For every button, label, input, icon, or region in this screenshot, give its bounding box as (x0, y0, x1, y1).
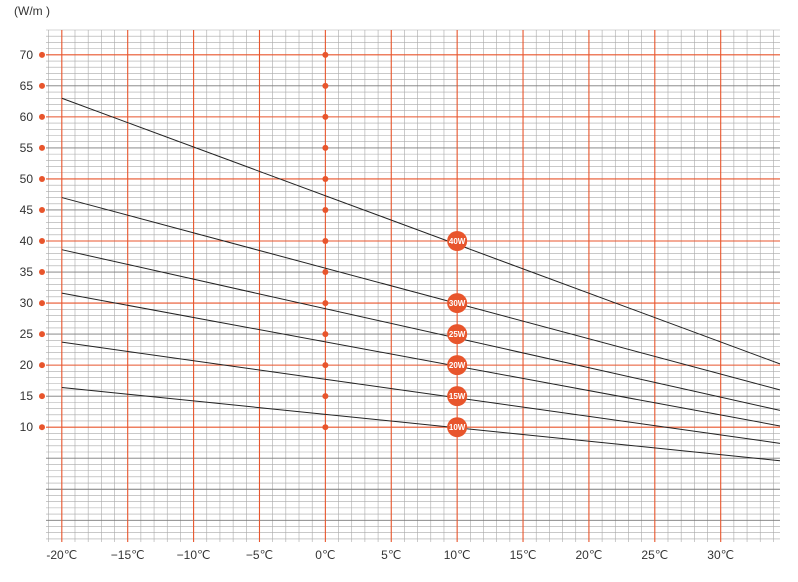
y-axis-marker-dot (39, 393, 45, 400)
series-badge-label: 20W (449, 361, 466, 370)
y-axis-marker-dot (39, 300, 45, 307)
series-badge-label: 40W (449, 237, 466, 246)
y-axis-unit-label: (W/m ) (14, 4, 50, 18)
x-tick-label: 25℃ (641, 548, 668, 562)
x-tick-label: 5℃ (381, 548, 401, 562)
y-tick-label: 10 (20, 420, 34, 434)
y-axis-marker-dot (39, 238, 45, 245)
y-tick-label: 65 (20, 79, 34, 93)
zero-column-marker-dot (322, 144, 329, 151)
markers (39, 51, 329, 431)
x-tick-labels: -20℃ −15℃ −10℃ −5℃ 0℃ 5℃ 10℃ 15℃ 20℃ 25℃ 30℃ (46, 548, 734, 562)
y-tick-label: 40 (20, 234, 34, 248)
series-line-25W (61, 249, 780, 411)
x-tick-label: 0℃ (315, 548, 335, 562)
series-badge-10W (447, 417, 468, 438)
y-axis-marker-dot (39, 331, 45, 338)
y-tick-label: 50 (20, 172, 34, 186)
zero-column-marker-dot (322, 424, 329, 431)
series-line-30W (61, 197, 780, 391)
series-line-40W (61, 97, 780, 365)
x-tick-label: 30℃ (707, 548, 734, 562)
y-tick-label: 55 (20, 141, 34, 155)
y-tick-labels: 70 65 60 55 50 45 40 35 30 25 20 15 10 (20, 48, 34, 434)
y-tick-label: 30 (20, 296, 34, 310)
minor-grid (46, 29, 780, 542)
series-badge-30W (447, 293, 468, 314)
y-axis-marker-dot (39, 82, 45, 89)
y-tick-label: 25 (20, 327, 34, 341)
x-tick-label: 15℃ (510, 548, 537, 562)
zero-column-marker-dot (322, 113, 329, 120)
x-tick-label: −15℃ (111, 548, 145, 562)
x-tick-label: −5℃ (246, 548, 273, 562)
series-badge-label: 15W (449, 392, 466, 401)
series-badge-20W (447, 355, 468, 376)
series-badge-15W (447, 386, 468, 407)
series-lines (61, 97, 780, 462)
y-axis-marker-dot (39, 206, 45, 213)
y-tick-label: 20 (20, 358, 34, 372)
x-tick-label: 10℃ (444, 548, 471, 562)
series-badge-label: 30W (449, 299, 466, 308)
zero-column-marker-dot (322, 300, 329, 307)
y-tick-label: 15 (20, 389, 34, 403)
y-tick-label: 45 (20, 203, 34, 217)
zero-column-marker-dot (322, 362, 329, 369)
zero-column-marker-dot (322, 269, 329, 276)
zero-column-marker-dot (322, 238, 329, 245)
y-tick-label: 70 (20, 48, 34, 62)
series-badge-label: 25W (449, 330, 466, 339)
y-axis-marker-dot (39, 362, 45, 369)
series-badge-label: 10W (449, 423, 466, 432)
series-line-10W (61, 386, 780, 462)
x-tick-label: 20℃ (576, 548, 603, 562)
zero-column-marker-dot (322, 82, 329, 89)
y-tick-label: 60 (20, 110, 34, 124)
x-tick-label: −10℃ (177, 548, 211, 562)
major-grid (46, 30, 780, 542)
y-axis-marker-dot (39, 424, 45, 431)
zero-column-marker-dot (322, 331, 329, 338)
series-badge-40W (447, 231, 468, 252)
zero-column-marker-dot (322, 51, 329, 58)
y-axis-marker-dot (39, 269, 45, 276)
zero-column-marker-dot (322, 206, 329, 213)
series-line-20W (61, 292, 780, 427)
series-badges: 40W 30W 25W 20W 15W 10W (447, 231, 468, 438)
y-axis-marker-dot (39, 113, 45, 120)
series-line-15W (61, 341, 780, 444)
zero-column-marker-dot (322, 175, 329, 182)
zero-column-marker-dot (322, 393, 329, 400)
series-badge-25W (447, 324, 468, 345)
y-tick-label: 35 (20, 265, 34, 279)
y-axis-marker-dot (39, 51, 45, 58)
y-axis-marker-dot (39, 175, 45, 182)
y-axis-marker-dot (39, 144, 45, 151)
x-tick-label: -20℃ (46, 548, 77, 562)
